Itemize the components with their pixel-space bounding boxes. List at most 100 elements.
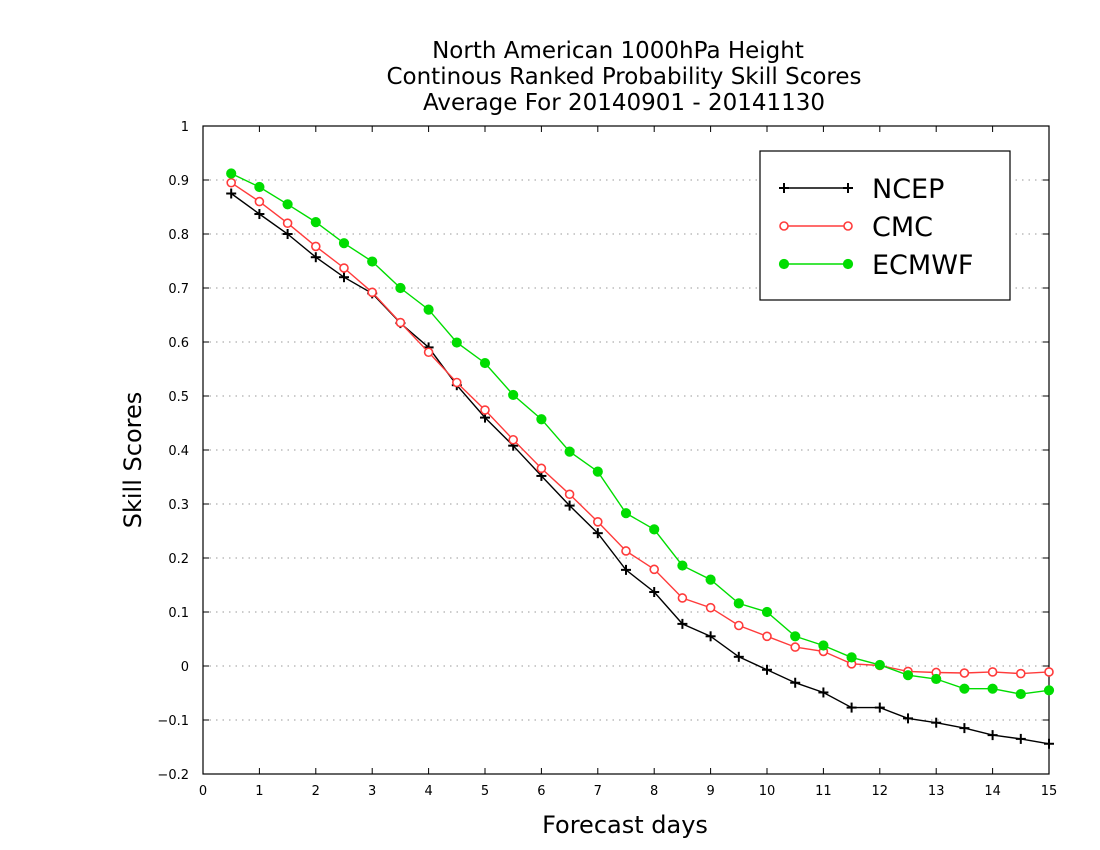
data-point-ecmwf [705,574,716,585]
chart-title-line-3: Average For 20140901 - 20141130 [423,90,825,116]
data-point-cmc [733,620,744,631]
data-point-ncep [339,272,349,283]
data-point-cmc [987,667,998,677]
data-point-cmc [395,317,406,328]
data-point-ecmwf [677,560,688,571]
axis-ticks: −0.2−0.100.10.20.30.40.50.60.70.80.910 1 2… [157,120,1057,799]
data-point-cmc [621,546,631,556]
y-tick-label: 1 [181,120,189,135]
x-axis-label: Forecast days [542,811,708,839]
y-tick-label: 0.3 [168,498,189,513]
data-point-ecmwf [338,238,350,249]
x-tick-label: 11 [815,784,832,799]
data-point-cmc [959,668,970,678]
data-point-cmc [677,593,688,603]
data-point-ncep [762,664,772,675]
data-point-cmc [282,218,293,228]
x-tick-label: 4 [424,784,432,799]
data-point-cmc [339,263,349,273]
data-point-cmc [1044,667,1054,677]
data-point-cmc [508,434,519,445]
legend: NCEP CMC ECMWF [759,150,1011,301]
data-point-cmc [310,241,321,252]
data-point-ncep [677,618,688,629]
legend-marker-end [843,221,853,231]
y-tick-label: 0 [181,660,189,675]
data-point-ecmwf [254,181,265,193]
data-point-ncep [564,500,575,511]
y-tick-label: −0.2 [157,768,189,783]
data-point-ecmwf [931,673,942,685]
data-point-ncep [310,252,321,263]
data-point-ncep [903,713,913,724]
data-point-cmc [451,377,462,388]
data-point-ncep [846,702,857,713]
gridlines [203,179,1049,721]
chart-title-line-2: Continous Ranked Probability Skill Score… [386,64,861,90]
data-point-ecmwf [733,598,744,609]
data-point-ncep [226,188,237,199]
data-point-cmc [790,642,801,652]
legend-marker-end [842,258,854,270]
data-point-ecmwf [508,389,519,401]
series-ecmwf [226,168,1055,700]
data-point-ecmwf [846,652,857,663]
y-tick-label: 0.6 [168,336,189,351]
data-point-ncep [931,717,942,728]
y-axis-label: Skill Scores [119,392,147,529]
x-tick-label: 1 [255,784,263,799]
legend-label-cmc: CMC [872,212,933,243]
data-point-cmc [254,196,265,207]
legend-item-cmc: CMC [779,212,933,243]
data-point-ncep [705,631,716,642]
data-point-cmc [762,631,772,642]
x-tick-label: 7 [594,784,602,799]
data-point-ncep [1044,738,1054,749]
y-tick-label: −0.1 [157,714,189,729]
y-tick-label: 0.1 [168,606,189,621]
data-point-ecmwf [874,659,885,671]
chart-title-line-1: North American 1000hPa Height [432,38,804,64]
data-point-ecmwf [959,683,970,694]
data-point-cmc [226,177,236,188]
data-point-ecmwf [761,606,773,618]
x-tick-label: 15 [1041,784,1058,799]
x-tick-label: 6 [537,784,545,799]
data-point-ncep [621,564,631,575]
data-point-cmc [1015,668,1026,679]
x-tick-label: 10 [759,784,776,799]
data-point-ecmwf [818,640,829,651]
legend-marker-start [779,183,789,193]
data-point-ecmwf [536,414,547,425]
data-point-ecmwf [592,466,603,477]
legend-marker-start [778,258,790,270]
x-tick-label: 0 [199,784,207,799]
data-point-ncep [1015,733,1026,744]
data-point-ecmwf [564,446,575,457]
legend-label-ncep: NCEP [872,174,944,205]
y-tick-label: 0.7 [168,282,189,297]
data-point-ecmwf [451,337,462,348]
data-point-cmc [367,287,378,298]
data-point-ecmwf [1043,685,1055,696]
data-point-ecmwf [282,199,293,210]
x-tick-label: 8 [650,784,658,799]
data-point-ecmwf [367,256,378,267]
y-tick-label: 0.4 [168,444,189,459]
data-point-ecmwf [423,304,434,315]
data-point-ecmwf [395,282,406,294]
data-point-ecmwf [226,168,237,179]
data-point-cmc [564,489,575,500]
y-tick-label: 0.5 [168,390,189,405]
data-point-ncep [733,651,744,662]
x-tick-label: 3 [368,784,376,799]
data-point-ncep [874,702,885,713]
x-tick-label: 9 [706,784,714,799]
data-point-cmc [592,517,603,527]
data-point-ecmwf [620,508,632,519]
data-point-ncep [818,687,829,698]
data-point-ecmwf [790,631,801,642]
series-cmc [226,177,1054,679]
legend-item-ecmwf: ECMWF [778,250,973,281]
